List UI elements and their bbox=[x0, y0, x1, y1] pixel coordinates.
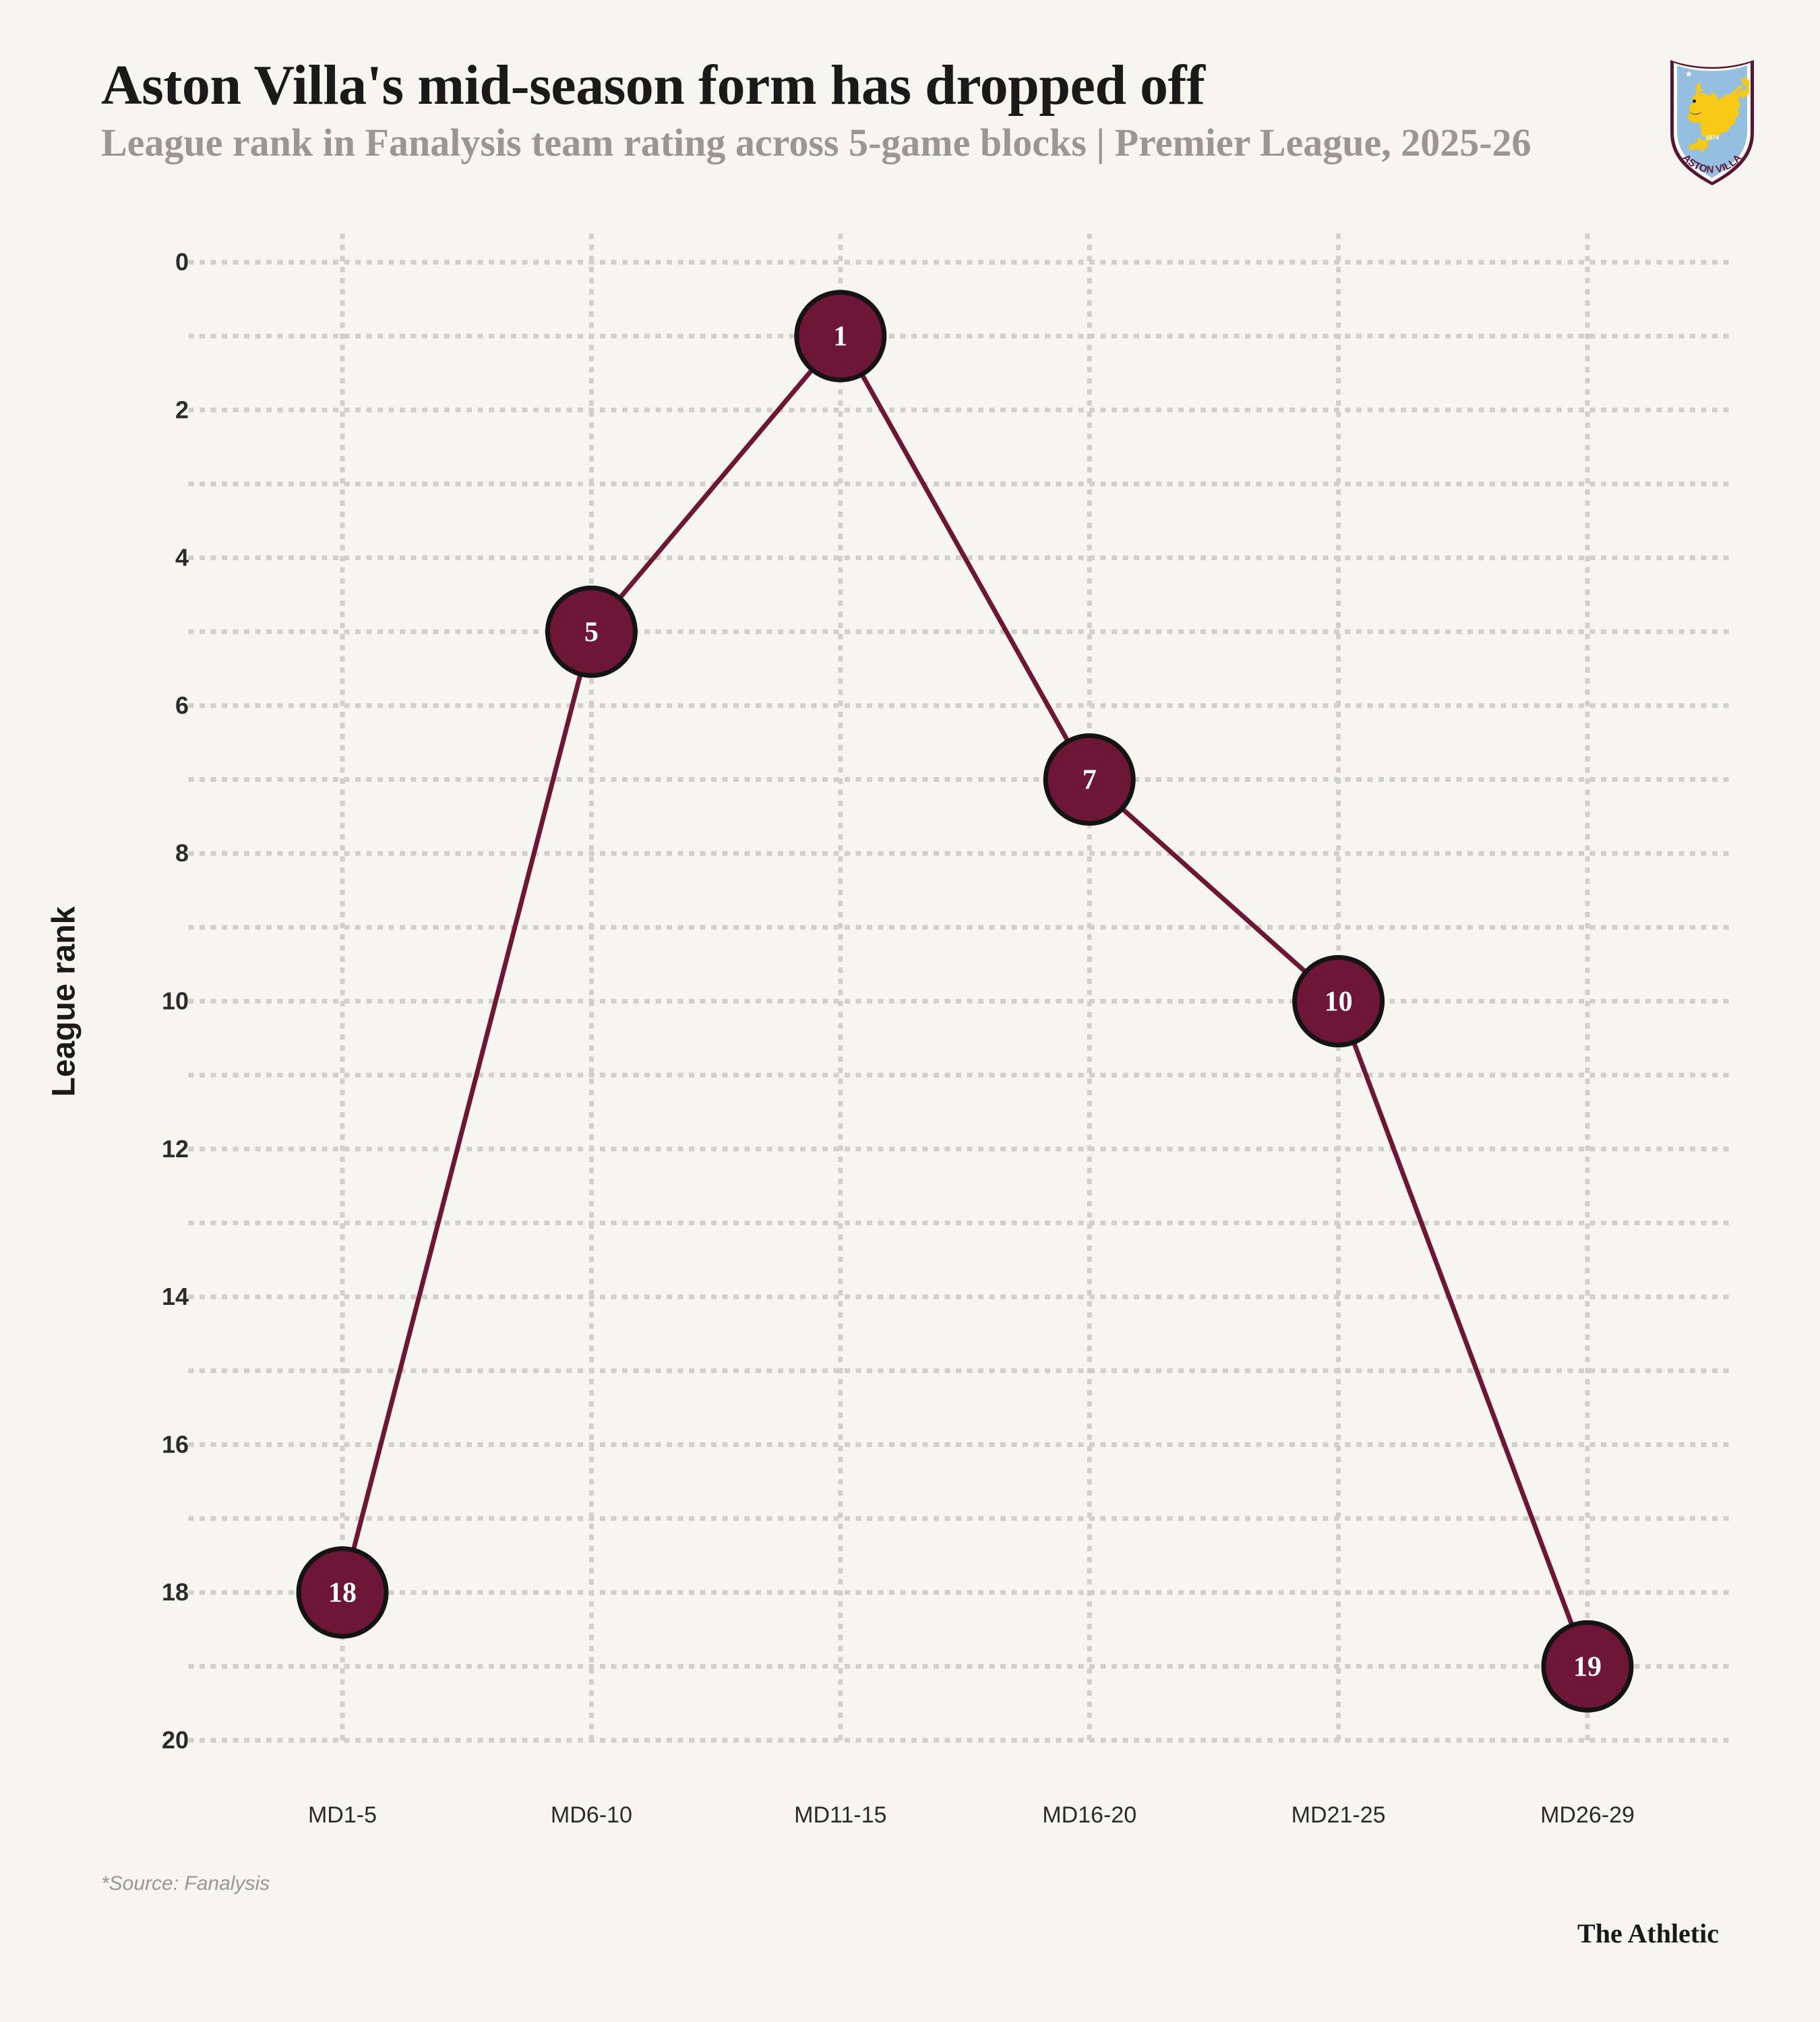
svg-text:MD21-25: MD21-25 bbox=[1292, 1802, 1386, 1828]
svg-text:MD1-5: MD1-5 bbox=[308, 1802, 377, 1828]
svg-text:1: 1 bbox=[833, 321, 847, 353]
svg-text:18: 18 bbox=[328, 1578, 357, 1609]
svg-text:4: 4 bbox=[175, 544, 189, 572]
svg-text:16: 16 bbox=[162, 1430, 189, 1458]
svg-text:5: 5 bbox=[584, 617, 599, 648]
svg-text:10: 10 bbox=[162, 987, 189, 1015]
svg-text:7: 7 bbox=[1083, 765, 1097, 796]
svg-text:MD26-29: MD26-29 bbox=[1540, 1802, 1635, 1828]
svg-text:0: 0 bbox=[175, 248, 189, 276]
svg-text:MD6-10: MD6-10 bbox=[551, 1802, 632, 1828]
svg-text:MD16-20: MD16-20 bbox=[1042, 1802, 1136, 1828]
svg-text:6: 6 bbox=[175, 692, 189, 719]
svg-text:8: 8 bbox=[175, 839, 189, 867]
svg-text:19: 19 bbox=[1573, 1651, 1602, 1682]
svg-text:MD11-15: MD11-15 bbox=[794, 1802, 886, 1828]
svg-text:20: 20 bbox=[162, 1726, 189, 1754]
svg-text:18: 18 bbox=[162, 1579, 189, 1606]
svg-text:10: 10 bbox=[1325, 987, 1353, 1018]
svg-text:12: 12 bbox=[162, 1135, 189, 1163]
svg-text:14: 14 bbox=[162, 1283, 189, 1310]
svg-text:2: 2 bbox=[175, 396, 189, 423]
